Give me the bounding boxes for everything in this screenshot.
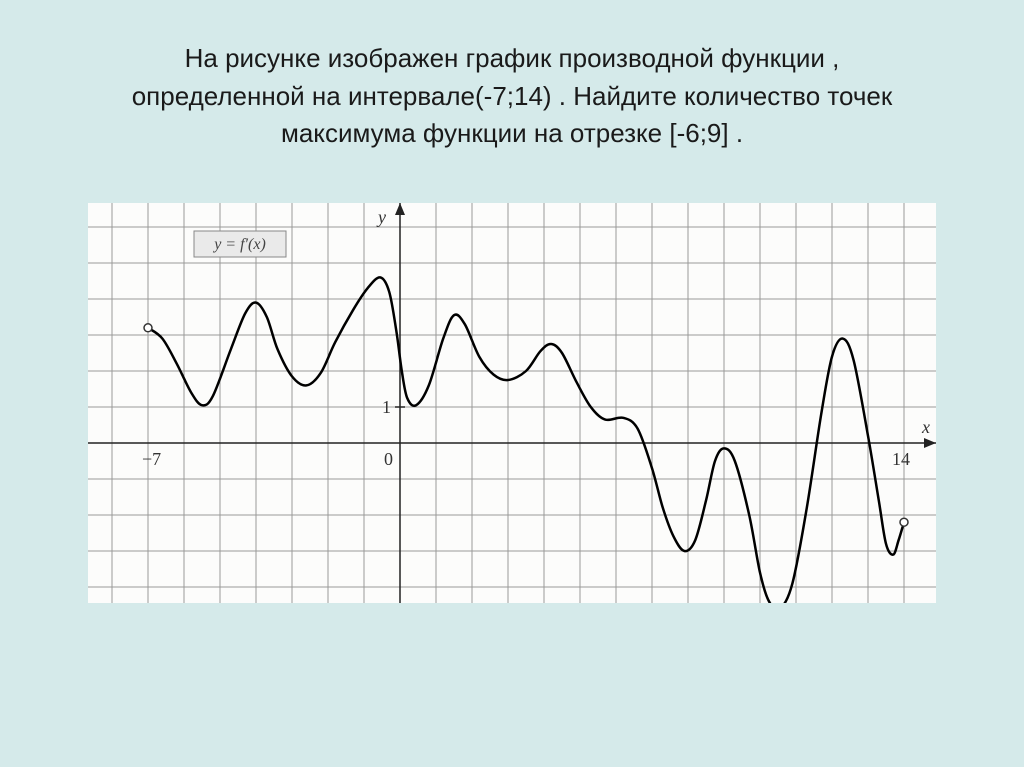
- derivative-curve: [148, 277, 904, 603]
- xmin-label: −7: [142, 449, 161, 469]
- grid: [88, 203, 936, 603]
- function-label: y = f′(x): [212, 236, 266, 253]
- title-line-3: максимума функции на отрезке [-6;9] .: [281, 118, 743, 148]
- title-line-1: На рисунке изображен график производной …: [185, 43, 840, 73]
- title-line-2: определенной на интервале(-7;14) . Найди…: [132, 81, 893, 111]
- y-axis-label: y: [376, 207, 386, 227]
- open-endpoints: [144, 324, 908, 526]
- xmax-label: 14: [892, 449, 910, 469]
- derivative-chart: y = f′(x) y x 0 1 −7 14: [88, 203, 936, 603]
- one-label: 1: [382, 397, 391, 417]
- chart-svg: y = f′(x) y x 0 1 −7 14: [88, 203, 936, 603]
- problem-title: На рисунке изображен график производной …: [132, 40, 893, 153]
- x-axis-label: x: [921, 417, 930, 437]
- origin-label: 0: [384, 449, 393, 469]
